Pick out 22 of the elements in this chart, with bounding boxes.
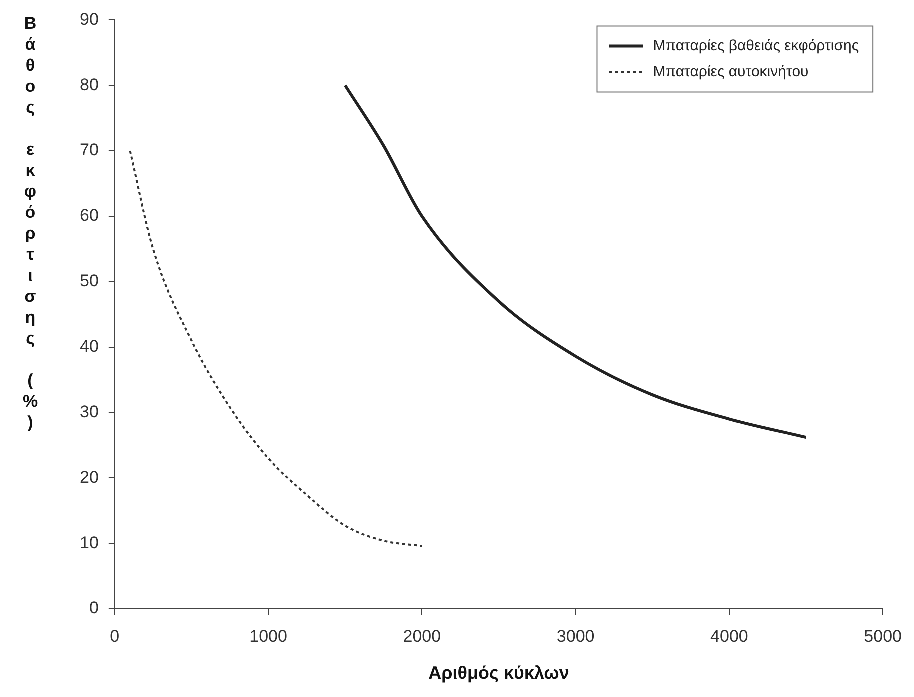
x-tick-label: 4000 — [710, 626, 748, 646]
x-tick-label: 3000 — [556, 626, 595, 646]
y-tick-label: 60 — [80, 206, 99, 226]
y-tick-label: 0 — [89, 598, 99, 618]
y-axis-title: Βάθος εκφόρτισης (%) — [20, 14, 41, 436]
x-axis-title: Αριθμός κύκλων — [428, 663, 570, 684]
y-tick-label: 80 — [80, 75, 99, 94]
line-series — [344, 84, 808, 440]
x-tick-label: 0 — [110, 626, 120, 646]
x-tick-label: 5000 — [864, 626, 902, 646]
y-tick-label: 20 — [80, 468, 99, 487]
y-tick-label: 40 — [80, 337, 99, 356]
y-tick-label: 30 — [80, 402, 99, 422]
y-tick-label: 90 — [80, 10, 99, 29]
legend-label: Μπαταρίες αυτοκινήτου — [653, 63, 809, 80]
y-tick-label: 70 — [80, 140, 99, 160]
x-tick-label: 2000 — [403, 626, 442, 646]
legend-label: Μπαταρίες βαθειάς εκφόρτισης — [653, 37, 860, 54]
line-series — [129, 150, 424, 548]
y-tick-label: 10 — [80, 533, 99, 552]
x-tick-label: 1000 — [250, 626, 288, 646]
y-tick-label: 50 — [80, 272, 99, 291]
